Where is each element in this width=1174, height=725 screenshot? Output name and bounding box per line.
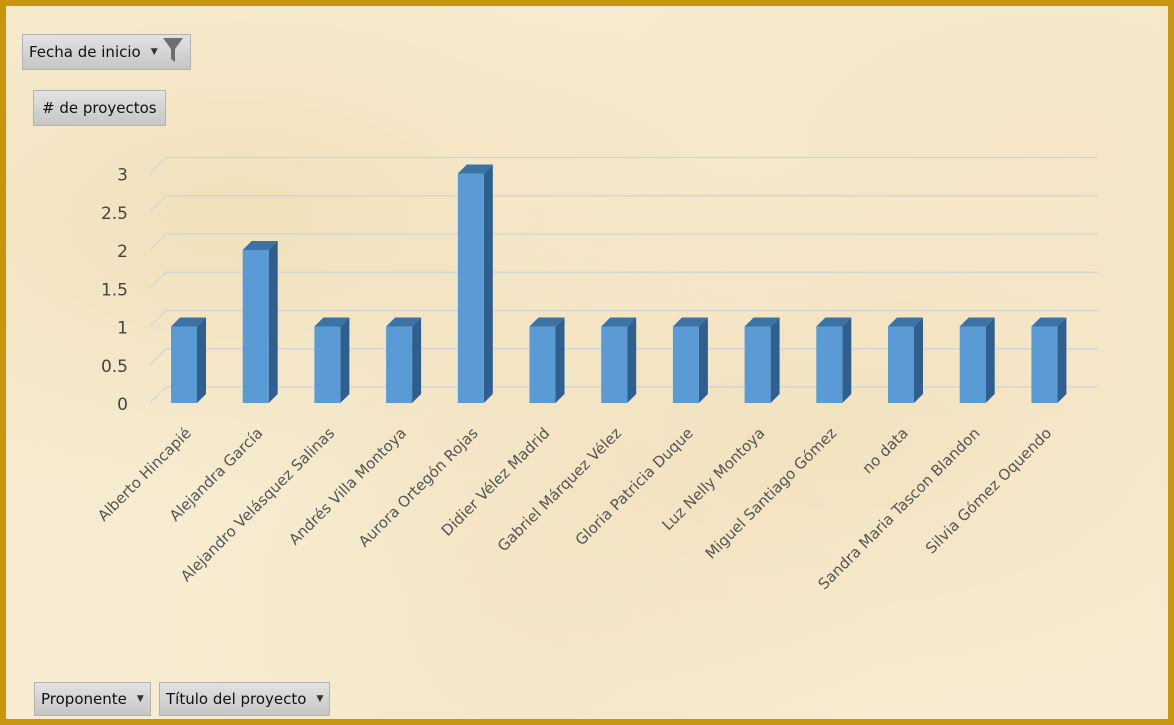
grid-line — [149, 348, 1098, 366]
bar-front — [314, 326, 341, 403]
bar-side — [1057, 317, 1067, 403]
bar — [386, 317, 422, 403]
bar-side — [770, 317, 780, 403]
bar-top — [959, 317, 995, 327]
grid-line — [149, 271, 1098, 289]
bar-top — [171, 317, 206, 327]
grid-line — [149, 386, 1098, 404]
y-tick-label: 0.5 — [101, 357, 128, 377]
grid-lines — [149, 156, 1098, 404]
bar — [1031, 317, 1067, 403]
bar — [457, 164, 493, 403]
y-tick-label: 2.5 — [101, 204, 128, 224]
bar-top — [1031, 317, 1067, 327]
bar-front — [529, 326, 556, 403]
measure-field-button[interactable]: # de proyectos — [33, 90, 166, 126]
x-tick-label: Gabriel Márquez Vélez — [494, 424, 625, 555]
bars — [171, 164, 1067, 403]
titulo-label: Título del proyecto — [166, 690, 307, 708]
funnel-icon — [162, 36, 184, 68]
x-tick-label: Silvia Gómez Oquendo — [922, 424, 1055, 557]
y-axis-ticks: 0 0.5 1 1.5 2 2.5 3 — [101, 166, 128, 416]
bar-front — [386, 326, 413, 403]
bar — [171, 317, 206, 403]
bar-top — [744, 317, 780, 327]
x-tick-label: Miguel Santiago Gómez — [702, 424, 841, 563]
bar-top — [816, 317, 852, 327]
bar-side — [555, 317, 565, 403]
bar-side — [698, 317, 708, 403]
bar — [888, 317, 923, 403]
y-tick-label: 2 — [117, 242, 128, 262]
fecha-inicio-filter-button[interactable]: Fecha de inicio ▼ — [22, 34, 191, 70]
bar-top — [314, 317, 350, 327]
bar — [242, 241, 278, 403]
x-tick-label: Gloria Patricia Duque — [572, 424, 697, 549]
bar — [529, 317, 565, 403]
x-tick-label: Alejandro Velásquez Salinas — [177, 424, 338, 585]
x-tick-label: Andrés Villa Montoya — [285, 424, 410, 549]
bar-side — [985, 317, 995, 403]
bar-side — [842, 317, 852, 403]
bar-front — [744, 326, 771, 403]
bar-side — [627, 317, 637, 403]
bar-front — [601, 326, 628, 403]
grid-line — [149, 233, 1098, 251]
x-tick-label: no data — [859, 424, 912, 477]
filter-label: Fecha de inicio — [29, 43, 141, 61]
x-tick-label: Aurora Ortegón Rojas — [355, 424, 482, 551]
bar-top — [672, 317, 708, 327]
bar-top — [386, 317, 422, 327]
y-tick-label: 3 — [117, 166, 128, 186]
y-tick-label: 1 — [117, 319, 128, 339]
bar-front — [171, 326, 197, 403]
bar — [816, 317, 852, 403]
y-tick-label: 1.5 — [101, 280, 128, 300]
bar-top — [529, 317, 565, 327]
bar-front — [672, 326, 699, 403]
y-tick-label: 0 — [117, 395, 128, 415]
grid-line — [149, 195, 1098, 213]
bar-front — [457, 173, 484, 403]
bar-front — [888, 326, 914, 403]
bar-side — [412, 317, 422, 403]
bar-top — [242, 241, 278, 250]
bar-front — [816, 326, 843, 403]
bar-chart: 0 0.5 1 1.5 2 2.5 3 Alberto HincapiéAlejandra … — [94, 156, 1098, 593]
bar-front — [959, 326, 986, 403]
bar — [672, 317, 708, 403]
bar-side — [197, 317, 206, 403]
bar — [744, 317, 780, 403]
chevron-down-icon: ▼ — [316, 694, 324, 704]
bar-side — [483, 164, 493, 403]
proponente-label: Proponente — [41, 690, 127, 708]
chevron-down-icon: ▼ — [136, 694, 144, 704]
bar-top — [601, 317, 637, 327]
bar-side — [914, 317, 923, 403]
chevron-down-icon: ▼ — [150, 47, 158, 57]
bar-side — [340, 317, 350, 403]
bar — [314, 317, 350, 403]
bar-top — [457, 164, 493, 174]
bar-front — [1031, 326, 1058, 403]
grid-line — [149, 309, 1098, 327]
grid-line — [149, 156, 1098, 174]
bar-front — [242, 250, 269, 403]
bar — [959, 317, 995, 403]
bar-side — [268, 241, 278, 403]
measure-label: # de proyectos — [42, 99, 157, 117]
bar-top — [888, 317, 923, 327]
bar — [601, 317, 637, 403]
proponente-field-button[interactable]: Proponente ▼ — [34, 682, 151, 716]
titulo-proyecto-field-button[interactable]: Título del proyecto ▼ — [159, 682, 331, 716]
